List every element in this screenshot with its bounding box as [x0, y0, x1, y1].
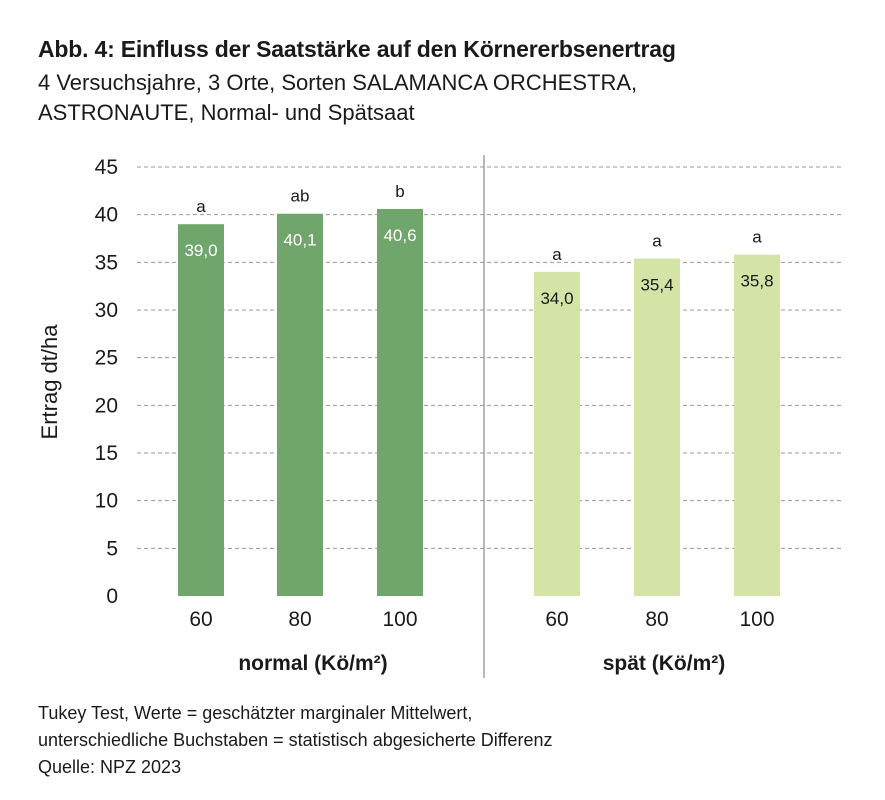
x-tick-label: 60 [545, 608, 568, 631]
x-tick-label: 80 [288, 608, 311, 631]
bar [277, 213, 323, 597]
data-label: 40,6 [383, 226, 416, 245]
x-tick-label: 60 [189, 608, 212, 631]
significance-letter: b [395, 182, 404, 201]
significance-letter: a [652, 232, 662, 251]
y-tick-label: 45 [95, 156, 118, 179]
bar [178, 224, 224, 596]
y-tick-label: 0 [106, 585, 118, 608]
chart-title: Abb. 4: Einfluss der Saatstärke auf den … [38, 36, 676, 62]
group-label: spät (Kö/m²) [603, 652, 726, 675]
significance-letter: a [196, 197, 206, 216]
chart-subtitle: 4 Versuchsjahre, 3 Orte, Sorten SALAMANC… [38, 68, 858, 128]
group-label: normal (Kö/m²) [238, 652, 387, 675]
y-tick-label: 10 [95, 490, 118, 513]
significance-letter: ab [291, 187, 310, 206]
x-tick-label: 80 [645, 608, 668, 631]
significance-letter: a [552, 245, 562, 264]
y-tick-label: 35 [95, 251, 118, 274]
significance-letter: a [752, 228, 762, 247]
data-label: 35,4 [640, 276, 673, 295]
data-label: 40,1 [283, 231, 316, 250]
data-label: 35,8 [740, 272, 773, 291]
x-tick-label: 100 [382, 608, 417, 631]
data-label: 34,0 [540, 289, 573, 308]
footer-note-1: Tukey Test, Werte = geschätzter marginal… [38, 703, 473, 723]
bar [734, 254, 780, 596]
y-tick-label: 5 [106, 537, 118, 560]
bar [534, 271, 580, 596]
y-tick-label: 20 [95, 394, 118, 417]
bar [634, 258, 680, 596]
chart-footer: Tukey Test, Werte = geschätzter marginal… [38, 700, 552, 781]
subtitle-line-2: ASTRONAUTE, Normal- und Spätsaat [38, 100, 415, 125]
footer-note-2: unterschiedliche Buchstaben = statistisc… [38, 730, 553, 750]
data-label: 39,0 [184, 241, 217, 260]
y-tick-label: 15 [95, 442, 118, 465]
footer-source: Quelle: NPZ 2023 [38, 757, 182, 777]
y-tick-label: 30 [95, 299, 118, 322]
y-tick-label: 40 [95, 204, 118, 227]
x-tick-label: 100 [739, 608, 774, 631]
y-axis-label: Ertrag dt/ha [37, 324, 62, 440]
y-tick-label: 25 [95, 347, 118, 370]
subtitle-line-1: 4 Versuchsjahre, 3 Orte, Sorten SALAMANC… [38, 70, 638, 95]
bar [377, 208, 423, 597]
